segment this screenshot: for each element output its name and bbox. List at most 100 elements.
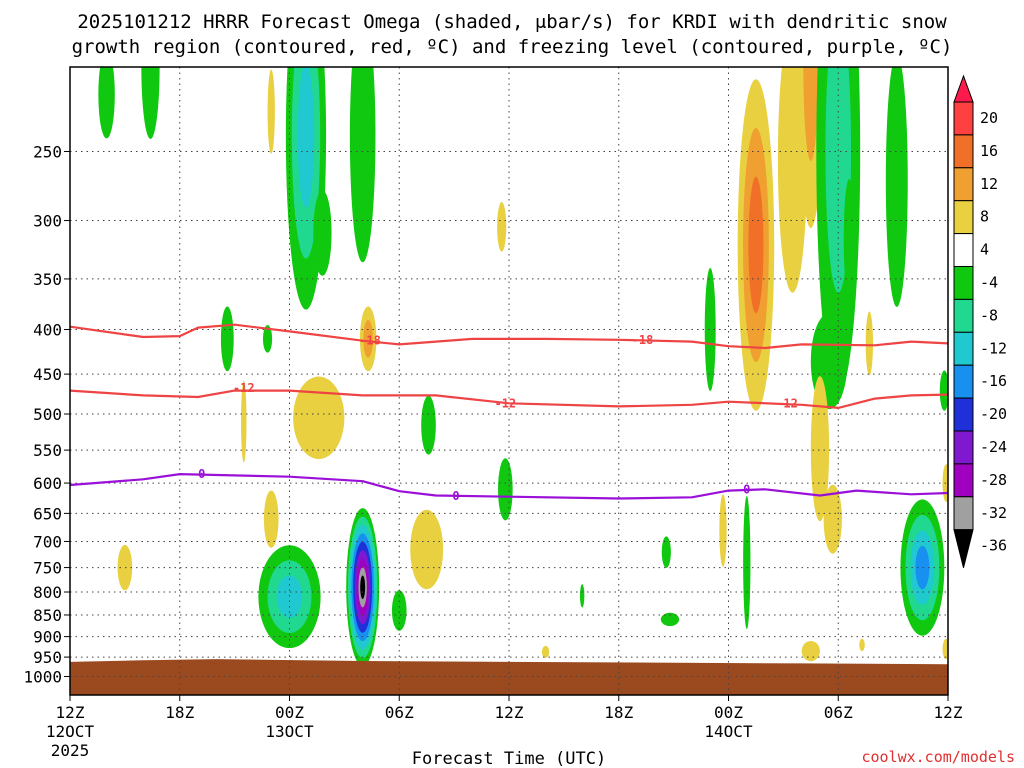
colorbar-swatch bbox=[953, 101, 974, 136]
omega-blob bbox=[661, 536, 671, 568]
x-tick-date: 14OCT bbox=[704, 722, 753, 741]
y-tick-label: 700 bbox=[33, 532, 62, 551]
colorbar-swatch bbox=[953, 167, 974, 202]
omega-blob bbox=[349, 67, 376, 263]
y-tick-label: 850 bbox=[33, 606, 62, 625]
ground-fill bbox=[70, 659, 948, 695]
x-tick-label: 12Z bbox=[56, 703, 85, 722]
omega-blob bbox=[859, 638, 865, 652]
colorbar-label: 4 bbox=[980, 241, 989, 259]
colorbar-bottom-arrow bbox=[953, 529, 974, 568]
omega-shading bbox=[98, 67, 948, 667]
colorbar-label: -36 bbox=[980, 537, 1007, 555]
omega-blob bbox=[98, 67, 115, 139]
contour-label: -12 bbox=[776, 396, 798, 410]
omega-blob bbox=[263, 490, 279, 548]
y-tick-label: 350 bbox=[33, 270, 62, 289]
chart-title-line2: growth region (contoured, red, ºC) and f… bbox=[72, 36, 953, 58]
omega-blob bbox=[801, 640, 820, 662]
contour-label: -18 bbox=[632, 333, 654, 347]
omega-blob bbox=[942, 638, 948, 660]
colorbar-label: -32 bbox=[980, 504, 1007, 522]
omega-blob bbox=[262, 325, 273, 353]
y-tick-label: 400 bbox=[33, 321, 62, 340]
omega-blob bbox=[915, 545, 930, 590]
colorbar-label: -20 bbox=[980, 405, 1007, 423]
omega-blob bbox=[743, 495, 751, 630]
colorbar-swatch bbox=[953, 134, 974, 169]
colorbar-label: -8 bbox=[980, 306, 998, 324]
omega-blob bbox=[579, 584, 585, 608]
colorbar: 20 16 12 8 4 -4 -8 -12 -16 -20 -24 -28 -32 -36 bbox=[953, 74, 1007, 568]
omega-blob bbox=[660, 612, 680, 627]
colorbar-label: -4 bbox=[980, 274, 998, 292]
y-tick-label: 1000 bbox=[23, 668, 62, 687]
omega-blob bbox=[421, 395, 436, 455]
omega-blob bbox=[719, 494, 727, 567]
colorbar-label: -16 bbox=[980, 372, 1007, 390]
omega-blob bbox=[360, 575, 366, 600]
omega-blob bbox=[810, 376, 830, 522]
gridlines bbox=[70, 67, 948, 695]
x-tick-label: 00Z bbox=[714, 703, 743, 722]
omega-blob bbox=[220, 306, 234, 372]
chart-title-line1: 2025101212 HRRR Forecast Omega (shaded, … bbox=[77, 11, 947, 33]
y-tick-label: 900 bbox=[33, 628, 62, 647]
colorbar-swatch bbox=[953, 364, 974, 399]
x-axis-label: Forecast Time (UTC) bbox=[412, 749, 606, 768]
colorbar-swatch bbox=[953, 233, 974, 268]
y-tick-label: 800 bbox=[33, 583, 62, 602]
x-tick-label: 12Z bbox=[934, 703, 963, 722]
omega-blob bbox=[885, 67, 908, 307]
contour-line bbox=[70, 473, 948, 500]
omega-blob bbox=[541, 645, 550, 658]
colorbar-label: -28 bbox=[980, 471, 1007, 489]
omega-blob bbox=[748, 176, 764, 314]
colorbar-swatch bbox=[953, 430, 974, 465]
y-tick-label: 750 bbox=[33, 559, 62, 578]
colorbar-label: 20 bbox=[980, 109, 998, 127]
omega-blob bbox=[141, 67, 160, 139]
contour-labels: -18 -18 -12 -12 -12 0 0 0 bbox=[198, 333, 798, 503]
y-axis-ticks: 250 300 350 400 450 500 550 600 650 700 750 800 850 9… bbox=[23, 143, 70, 687]
omega-blob bbox=[498, 458, 513, 521]
omega-blob bbox=[704, 267, 716, 392]
omega-blob bbox=[843, 178, 855, 300]
colorbar-label: 8 bbox=[980, 208, 989, 226]
omega-blob bbox=[803, 67, 819, 161]
omega-blob bbox=[293, 376, 345, 460]
x-tick-label: 12Z bbox=[495, 703, 524, 722]
omega-blob bbox=[267, 69, 275, 154]
colorbar-label: 12 bbox=[980, 175, 998, 193]
y-tick-label: 450 bbox=[33, 365, 62, 384]
x-tick-date: 13OCT bbox=[265, 722, 314, 741]
omega-blob bbox=[363, 319, 373, 358]
x-tick-label: 06Z bbox=[824, 703, 853, 722]
y-tick-label: 500 bbox=[33, 405, 62, 424]
x-tick-label: 06Z bbox=[385, 703, 414, 722]
colorbar-swatch bbox=[953, 298, 974, 333]
contour-label: -12 bbox=[494, 396, 516, 410]
credit-text: coolwx.com/models bbox=[861, 748, 1015, 766]
x-tick-date: 12OCT bbox=[46, 722, 95, 741]
omega-blob bbox=[939, 370, 948, 411]
omega-blob bbox=[865, 311, 874, 376]
contour-line bbox=[70, 323, 948, 350]
contour-label: 0 bbox=[452, 489, 459, 503]
colorbar-label: 16 bbox=[980, 142, 998, 160]
y-tick-label: 250 bbox=[33, 143, 62, 162]
y-tick-label: 950 bbox=[33, 648, 62, 667]
x-tick-label: 18Z bbox=[604, 703, 633, 722]
colorbar-top-arrow bbox=[953, 74, 974, 103]
y-tick-label: 600 bbox=[33, 474, 62, 493]
colorbar-swatch bbox=[953, 331, 974, 366]
colorbar-swatch bbox=[953, 496, 974, 531]
omega-blob bbox=[410, 509, 444, 590]
colorbar-swatch bbox=[953, 200, 974, 235]
temperature-contours bbox=[70, 323, 948, 500]
colorbar-label: -24 bbox=[980, 438, 1007, 456]
colorbar-swatch bbox=[953, 266, 974, 300]
omega-blob bbox=[241, 380, 247, 463]
omega-blob bbox=[313, 190, 332, 276]
